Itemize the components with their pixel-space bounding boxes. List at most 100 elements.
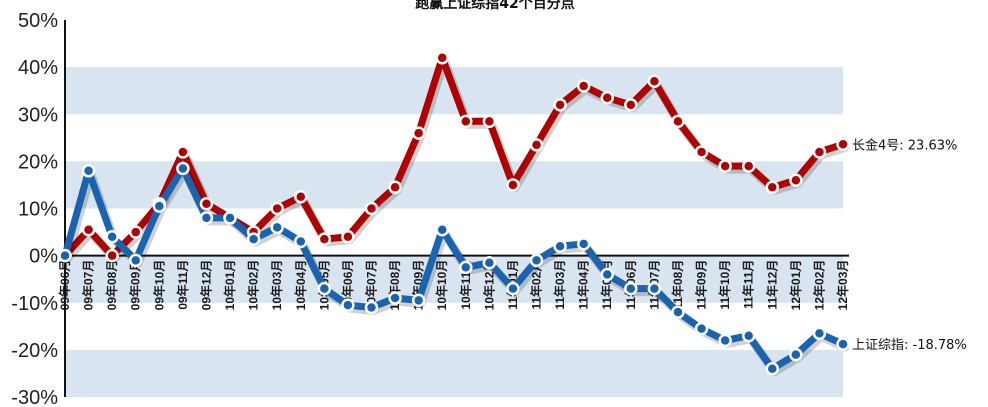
data-point bbox=[671, 114, 685, 129]
data-point bbox=[128, 253, 143, 268]
data-point bbox=[246, 232, 261, 246]
x-tick-label: 09年11月 bbox=[175, 260, 190, 310]
data-point bbox=[765, 361, 780, 376]
series-points bbox=[58, 50, 850, 376]
data-point bbox=[506, 178, 520, 192]
y-tick-label: 20% bbox=[18, 151, 58, 173]
data-point bbox=[341, 298, 355, 312]
data-point bbox=[624, 98, 638, 112]
data-point bbox=[789, 347, 803, 362]
data-point bbox=[506, 281, 520, 296]
data-point bbox=[529, 138, 544, 152]
data-point bbox=[482, 255, 497, 270]
data-point bbox=[270, 220, 284, 235]
data-point bbox=[789, 173, 803, 187]
data-point bbox=[694, 321, 709, 336]
data-point bbox=[105, 230, 119, 244]
data-point bbox=[199, 197, 214, 211]
x-tick-label: 10年01月 bbox=[222, 260, 237, 311]
x-tick-label: 09年08月 bbox=[104, 260, 119, 311]
x-tick-label: 11年04月 bbox=[576, 260, 591, 310]
data-point bbox=[388, 291, 402, 305]
data-point bbox=[411, 126, 426, 140]
data-point bbox=[341, 230, 355, 244]
x-tick-label: 12年01月 bbox=[788, 260, 803, 311]
data-point bbox=[600, 91, 614, 105]
data-point bbox=[435, 222, 449, 237]
x-tick-label: 11年11月 bbox=[741, 260, 756, 309]
data-point bbox=[199, 211, 214, 225]
y-tick-label: 30% bbox=[18, 104, 58, 126]
data-point bbox=[553, 239, 567, 253]
data-point bbox=[836, 137, 850, 152]
data-point bbox=[364, 300, 379, 315]
data-point bbox=[411, 293, 426, 308]
y-tick-label: 50% bbox=[18, 10, 58, 32]
data-point bbox=[765, 180, 780, 195]
y-tick-label: -30% bbox=[11, 387, 58, 407]
y-axis-ticks: -30% -20% -10% 0% 10% 20% 30% 40% 50% bbox=[11, 10, 58, 407]
x-tick-label: 09年09月 bbox=[128, 260, 143, 311]
x-tick-label: 10年06月 bbox=[340, 260, 355, 311]
x-tick-label: 11年03月 bbox=[552, 260, 567, 310]
data-point bbox=[459, 260, 473, 275]
x-tick-label: 10年10月 bbox=[434, 260, 449, 311]
y-tick-label: 0% bbox=[29, 246, 58, 268]
x-tick-label: 10年04月 bbox=[293, 260, 308, 311]
x-tick-label: 09年07月 bbox=[81, 260, 96, 311]
x-tick-label: 10年12月 bbox=[481, 260, 496, 311]
data-point bbox=[836, 337, 850, 351]
series-line bbox=[61, 54, 847, 260]
y-tick-label: 10% bbox=[18, 199, 58, 221]
data-point bbox=[459, 114, 473, 129]
data-point bbox=[435, 50, 449, 65]
data-point bbox=[364, 201, 379, 216]
x-tick-label: 09年12月 bbox=[198, 260, 213, 311]
data-point bbox=[529, 253, 544, 268]
data-point bbox=[152, 199, 167, 213]
x-tick-label: 11年02月 bbox=[529, 260, 544, 310]
series-end-label: 长金4号: 23.63% bbox=[852, 137, 957, 153]
x-tick-label: 09年10月 bbox=[151, 260, 166, 311]
data-point bbox=[128, 225, 143, 239]
y-tick-label: 40% bbox=[18, 57, 58, 79]
x-tick-label: 11年08月 bbox=[670, 260, 685, 310]
series-end-labels: 长金4号: 23.63% 上证综指: -18.78% bbox=[852, 137, 967, 353]
x-axis-ticks: 09年06月09年07月09年08月09年09月09年10月09年11月09年1… bbox=[57, 260, 850, 311]
grid-band bbox=[65, 349, 843, 397]
data-point bbox=[317, 232, 332, 246]
y-tick-label: -20% bbox=[11, 340, 58, 362]
data-point bbox=[223, 211, 237, 225]
data-point bbox=[81, 164, 96, 178]
data-point bbox=[553, 98, 567, 112]
data-point bbox=[176, 161, 190, 176]
data-point bbox=[741, 159, 756, 173]
data-point bbox=[694, 145, 709, 159]
x-tick-label: 12年03月 bbox=[835, 260, 850, 311]
data-point bbox=[624, 281, 638, 296]
chart-title: 跑赢上证综指42个百分点 bbox=[415, 0, 574, 12]
data-point bbox=[812, 326, 827, 341]
data-point bbox=[105, 248, 119, 263]
series-line bbox=[61, 164, 847, 373]
data-point bbox=[647, 74, 662, 89]
data-point bbox=[600, 267, 614, 282]
data-point bbox=[576, 237, 591, 251]
data-point bbox=[58, 248, 72, 263]
data-point bbox=[388, 180, 402, 195]
data-point bbox=[81, 222, 96, 237]
x-tick-label: 11年12月 bbox=[764, 260, 779, 310]
data-point bbox=[647, 281, 662, 296]
x-tick-label: 10年07月 bbox=[363, 260, 378, 311]
data-point bbox=[812, 145, 827, 159]
data-point bbox=[741, 328, 756, 343]
data-point bbox=[317, 281, 332, 296]
data-point bbox=[671, 305, 685, 319]
series-end-label: 上证综指: -18.78% bbox=[852, 338, 967, 353]
data-point bbox=[294, 189, 308, 204]
x-tick-label: 10年02月 bbox=[246, 260, 261, 311]
data-point bbox=[718, 333, 732, 348]
x-tick-label: 11年09月 bbox=[694, 260, 709, 310]
grid-bands bbox=[65, 67, 843, 397]
